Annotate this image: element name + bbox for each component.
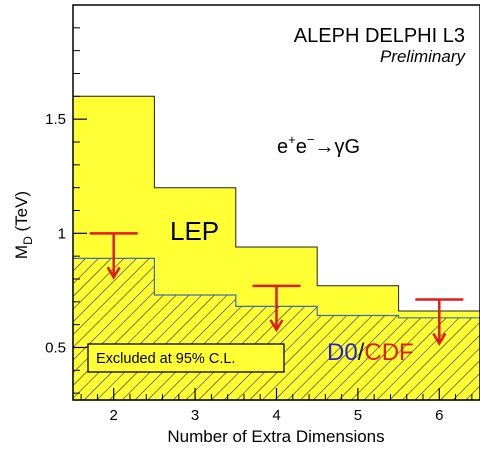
y-tick-label: 0.5 [45, 339, 66, 356]
d0-label: D0 [327, 339, 358, 366]
process-plus: + [288, 132, 296, 147]
process-minus: − [307, 132, 315, 147]
x-tick-label: 2 [110, 407, 118, 424]
lep-label: LEP [170, 216, 219, 246]
axis-ticks: 2 3 4 5 6 0.5 1 1.5 [45, 27, 473, 424]
slash-label: / [358, 339, 365, 366]
process-arrow: → [314, 136, 334, 158]
status-label: Preliminary [380, 47, 467, 66]
limit-arrow-head [269, 319, 284, 333]
process-electron-2: e [296, 136, 307, 158]
excluded-label: Excluded at 95% C.L. [96, 351, 235, 367]
x-tick-label: 5 [354, 407, 362, 424]
limit-arrow-head [106, 266, 121, 280]
process-products: γG [334, 136, 360, 158]
x-tick-label: 4 [272, 407, 280, 424]
process-electron: e [277, 136, 288, 158]
y-tick-label: 1 [58, 225, 66, 242]
x-tick-label: 6 [435, 407, 443, 424]
experiments-label: ALEPH DELPHI L3 [294, 25, 465, 47]
y-tick-label: 1.5 [45, 111, 66, 128]
y-axis-label-sub: D [21, 236, 35, 245]
limit-arrow-head [432, 332, 447, 346]
x-axis-label: Number of Extra Dimensions [167, 427, 384, 446]
x-tick-label: 3 [191, 407, 199, 424]
process-label: e+e−→γG [277, 132, 360, 158]
tevatron-label: D0/CDF [327, 339, 414, 366]
excluded-box [87, 343, 285, 373]
y-axis-label-unit: (TeV) [12, 191, 31, 236]
cdf-label: CDF [364, 339, 413, 366]
y-axis-label: MD (TeV) [12, 191, 35, 259]
y-axis-label-main: M [12, 245, 31, 259]
